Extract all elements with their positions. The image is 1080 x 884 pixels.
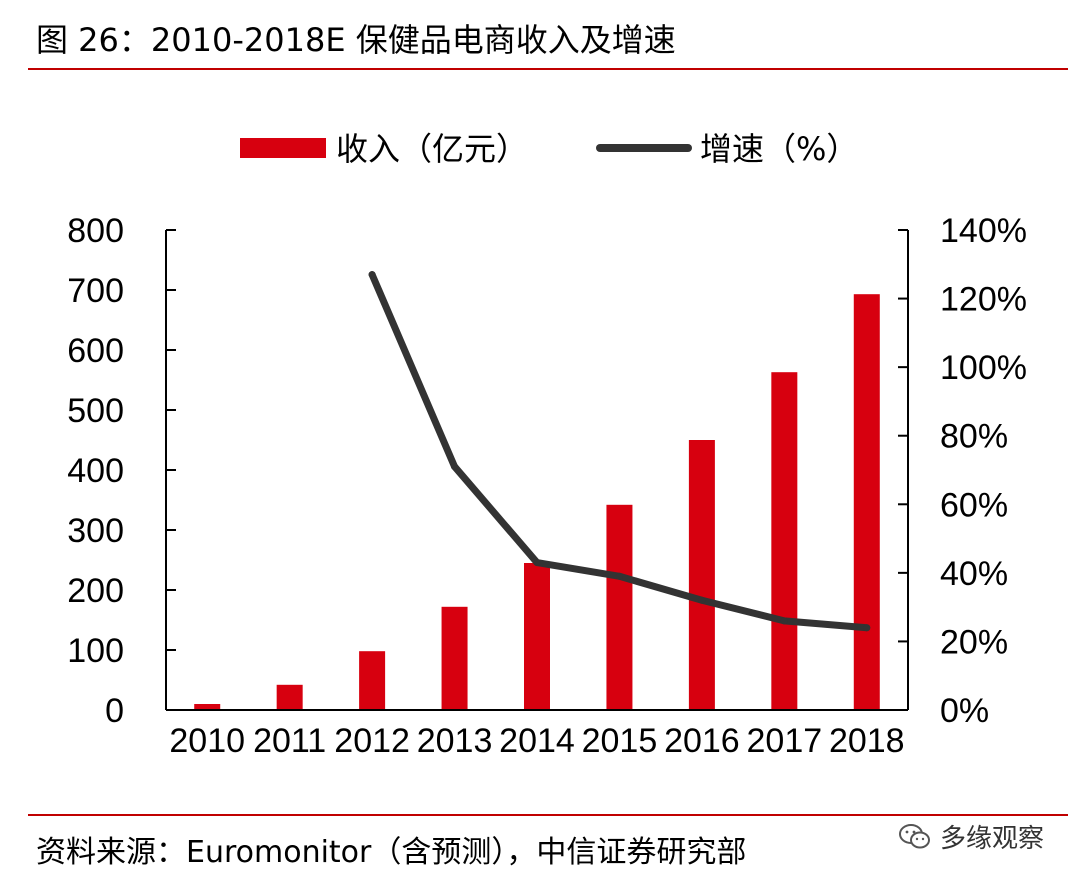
- source-note: 资料来源：Euromonitor（含预测），中信证券研究部: [36, 835, 747, 870]
- x-tick-label-2015: 2015: [582, 722, 658, 760]
- left-tick-label: 600: [67, 332, 124, 370]
- x-tick-label-2013: 2013: [417, 722, 493, 760]
- watermark: 多缘观察: [898, 818, 1044, 855]
- tick-labels: 0 100 200 300 400 500 600 700 800 0% 20% 40% 60% 80% 1…: [67, 212, 1027, 760]
- right-tick-label: 120%: [940, 281, 1027, 319]
- legend-line-label: 增速（%）: [700, 130, 858, 168]
- x-tick-label-2014: 2014: [499, 722, 575, 760]
- x-tick-label-2017: 2017: [747, 722, 823, 760]
- right-tick-label: 100%: [940, 349, 1027, 387]
- growth-point-2017: [780, 617, 788, 625]
- legend-bar-label: 收入（亿元）: [336, 130, 528, 168]
- bar-2015: [606, 504, 633, 710]
- x-tick-label-2012: 2012: [334, 722, 410, 760]
- left-tick-label: 0: [105, 692, 124, 730]
- bar-2010: [194, 704, 221, 710]
- growth-point-2013: [451, 463, 459, 471]
- bar-series: [194, 294, 880, 710]
- right-tick-label: 140%: [940, 212, 1027, 250]
- chart-title: 图 26：2010-2018E 保健品电商收入及增速: [36, 21, 676, 59]
- x-tick-label-2016: 2016: [664, 722, 740, 760]
- right-tick-label: 0%: [940, 692, 989, 730]
- legend: 收入（亿元） 增速（%）: [240, 130, 858, 168]
- source-divider: [28, 814, 1068, 816]
- growth-point-2016: [698, 596, 706, 604]
- bar-2016: [688, 440, 715, 710]
- bar-2012: [359, 651, 386, 710]
- growth-point-2012: [368, 271, 376, 279]
- bar-2011: [276, 684, 303, 710]
- line-series: [368, 271, 871, 632]
- left-tick-label: 800: [67, 212, 124, 250]
- wechat-icon: [899, 823, 930, 848]
- bar-2013: [441, 606, 468, 710]
- right-tick-label: 40%: [940, 555, 1008, 593]
- growth-point-2018: [863, 624, 871, 632]
- legend-bar-swatch: [240, 138, 326, 158]
- growth-point-2015: [615, 572, 623, 580]
- left-tick-label: 500: [67, 392, 124, 430]
- bar-2014: [524, 563, 550, 710]
- left-tick-label: 700: [67, 272, 124, 310]
- x-tick-label-2011: 2011: [253, 722, 326, 760]
- right-tick-label: 80%: [940, 418, 1008, 456]
- left-tick-label: 200: [67, 572, 124, 610]
- left-tick-label: 100: [67, 632, 124, 670]
- growth-point-2014: [533, 559, 541, 567]
- right-tick-label: 20%: [940, 623, 1008, 661]
- title-divider: [28, 68, 1068, 70]
- bar-2017: [771, 372, 798, 710]
- right-tick-label: 60%: [940, 486, 1008, 524]
- bar-2018: [853, 294, 880, 710]
- watermark-text: 多缘观察: [940, 824, 1045, 854]
- chart-canvas: 收入（亿元） 增速（%） 0 100 200 300 400 500 600 700 800 0% 2…: [67, 130, 1027, 760]
- x-tick-label-2018: 2018: [829, 722, 905, 760]
- left-tick-label: 400: [67, 452, 124, 490]
- left-tick-label: 300: [67, 512, 124, 550]
- x-tick-label-2010: 2010: [169, 722, 245, 760]
- axes: [165, 229, 909, 711]
